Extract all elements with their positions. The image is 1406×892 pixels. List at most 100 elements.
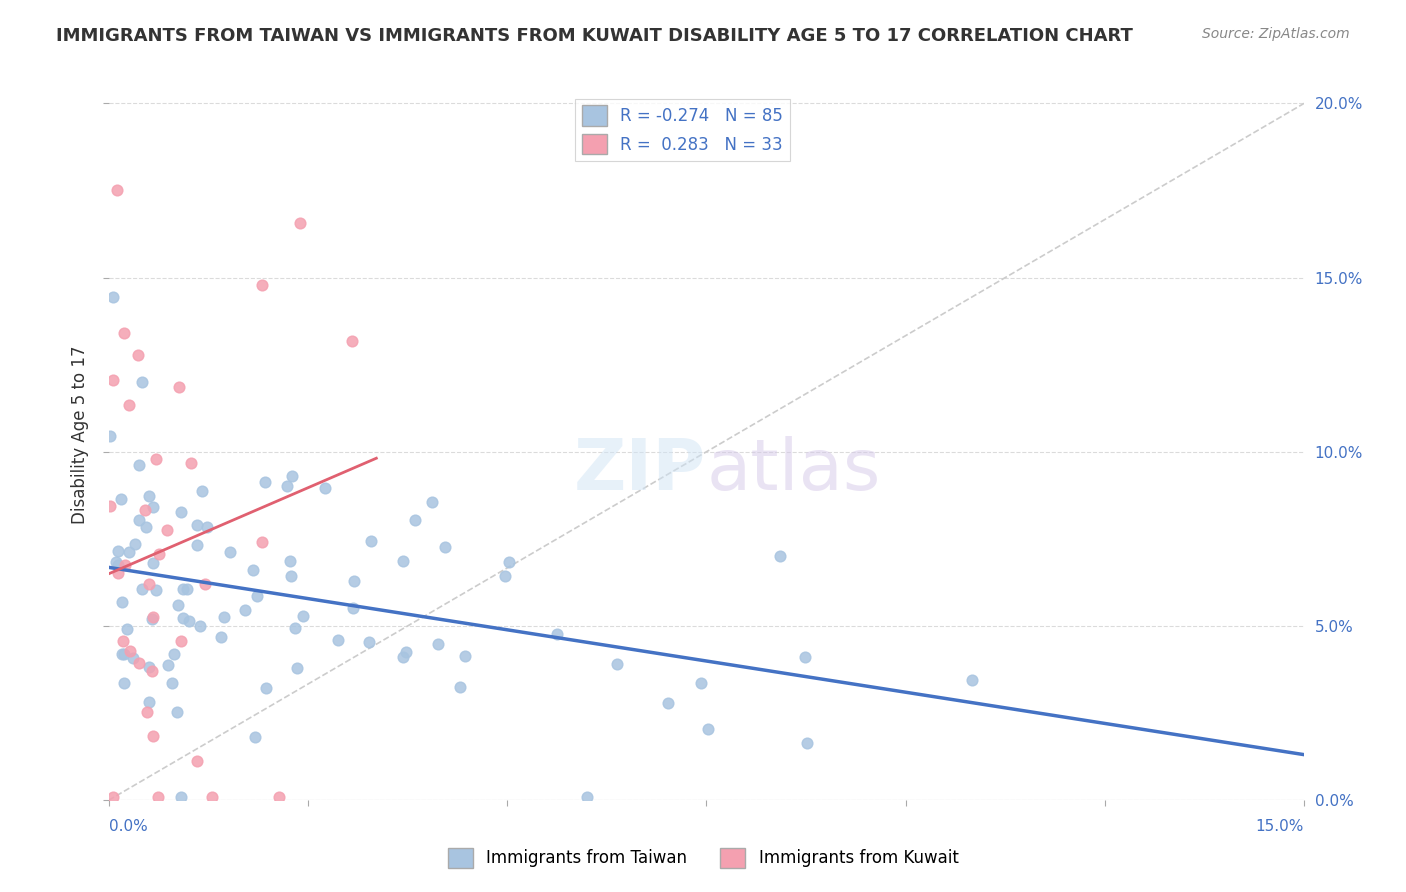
- Point: [360, 534, 382, 549]
- Point: [138, 696, 160, 710]
- Point: [546, 627, 568, 641]
- Text: 15.0%: 15.0%: [1256, 819, 1305, 833]
- Point: [209, 631, 232, 645]
- Point: [426, 637, 449, 651]
- Point: [250, 278, 273, 293]
- Point: [697, 722, 720, 736]
- Point: [114, 558, 136, 572]
- Point: [142, 500, 165, 514]
- Point: [191, 484, 214, 499]
- Point: [107, 544, 129, 558]
- Point: [138, 489, 160, 503]
- Point: [118, 545, 141, 559]
- Point: [127, 348, 149, 362]
- Point: [170, 789, 193, 804]
- Legend: R = -0.274   N = 85, R =  0.283   N = 33: R = -0.274 N = 85, R = 0.283 N = 33: [575, 99, 790, 161]
- Text: Source: ZipAtlas.com: Source: ZipAtlas.com: [1202, 27, 1350, 41]
- Point: [112, 634, 135, 648]
- Point: [145, 582, 167, 597]
- Point: [453, 649, 475, 664]
- Point: [498, 555, 520, 569]
- Point: [177, 614, 200, 628]
- Point: [392, 649, 415, 664]
- Point: [136, 705, 159, 719]
- Legend: Immigrants from Taiwan, Immigrants from Kuwait: Immigrants from Taiwan, Immigrants from …: [441, 841, 965, 875]
- Point: [281, 469, 304, 483]
- Text: 0.0%: 0.0%: [108, 819, 148, 833]
- Point: [98, 429, 121, 443]
- Point: [180, 456, 202, 470]
- Point: [117, 399, 139, 413]
- Point: [98, 499, 121, 513]
- Point: [276, 479, 298, 493]
- Point: [170, 505, 193, 519]
- Point: [135, 520, 157, 534]
- Point: [391, 554, 413, 568]
- Point: [278, 554, 301, 568]
- Point: [122, 651, 145, 665]
- Point: [120, 644, 142, 658]
- Point: [284, 621, 307, 635]
- Point: [105, 184, 128, 198]
- Point: [214, 610, 236, 624]
- Point: [160, 675, 183, 690]
- Point: [138, 577, 160, 591]
- Point: [172, 582, 194, 597]
- Point: [107, 558, 129, 573]
- Point: [115, 622, 138, 636]
- Point: [101, 290, 124, 304]
- Point: [269, 789, 291, 804]
- Point: [186, 517, 208, 532]
- Point: [112, 648, 135, 662]
- Point: [167, 380, 190, 394]
- Point: [146, 789, 169, 804]
- Point: [288, 216, 311, 230]
- Point: [157, 658, 180, 673]
- Point: [172, 611, 194, 625]
- Point: [285, 661, 308, 675]
- Point: [606, 657, 628, 671]
- Point: [449, 681, 471, 695]
- Point: [280, 569, 302, 583]
- Point: [254, 681, 277, 695]
- Point: [357, 634, 380, 648]
- Point: [142, 610, 165, 624]
- Point: [194, 577, 217, 591]
- Point: [156, 523, 179, 537]
- Point: [769, 549, 792, 563]
- Point: [243, 730, 266, 744]
- Text: ZIP: ZIP: [574, 436, 706, 506]
- Point: [134, 502, 156, 516]
- Point: [186, 538, 208, 552]
- Point: [186, 754, 208, 768]
- Point: [420, 495, 443, 509]
- Point: [253, 475, 276, 489]
- Point: [101, 373, 124, 387]
- Point: [233, 602, 256, 616]
- Point: [314, 481, 336, 495]
- Y-axis label: Disability Age 5 to 17: Disability Age 5 to 17: [72, 345, 89, 524]
- Point: [690, 676, 713, 690]
- Point: [145, 451, 167, 466]
- Point: [142, 729, 165, 743]
- Point: [128, 513, 150, 527]
- Point: [395, 645, 418, 659]
- Point: [796, 736, 818, 750]
- Point: [148, 548, 170, 562]
- Point: [112, 326, 135, 340]
- Point: [124, 537, 146, 551]
- Point: [176, 582, 198, 596]
- Point: [110, 491, 132, 506]
- Point: [960, 673, 983, 687]
- Point: [104, 554, 127, 568]
- Point: [141, 612, 163, 626]
- Point: [131, 375, 153, 389]
- Point: [107, 566, 129, 580]
- Point: [170, 634, 193, 648]
- Point: [434, 541, 457, 555]
- Point: [112, 676, 135, 690]
- Point: [138, 660, 160, 674]
- Point: [657, 697, 679, 711]
- Point: [188, 618, 211, 632]
- Point: [201, 789, 224, 804]
